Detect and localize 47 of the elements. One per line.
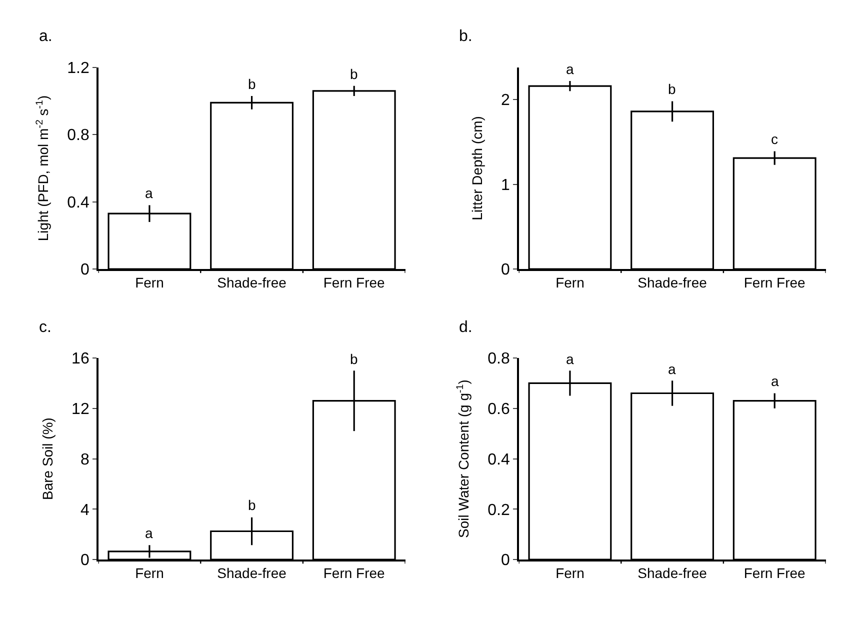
annotation: b xyxy=(350,66,358,82)
y-tick-label: 8 xyxy=(80,451,90,468)
y-tick-label: 16 xyxy=(72,350,90,368)
annotation: b xyxy=(248,76,256,92)
annotation: a xyxy=(566,351,574,367)
y-tick-label: 0 xyxy=(500,262,510,279)
y-tick-label: 0.4 xyxy=(488,451,510,468)
y-tick-label: 1.2 xyxy=(67,60,90,78)
annotation: a xyxy=(145,525,153,541)
chart-title: d. xyxy=(459,319,472,336)
x-tick-label: Fern Free xyxy=(323,274,386,291)
y-tick-label: 2 xyxy=(500,92,510,110)
x-tick-label: Fern xyxy=(556,565,584,582)
y-tick-label: 0 xyxy=(80,552,90,570)
annotation: b xyxy=(248,497,256,513)
annotation: a xyxy=(566,61,574,77)
x-tick-label: Fern Free xyxy=(323,565,386,582)
y-tick-label: 0.8 xyxy=(488,350,510,368)
y-tick-label: 1 xyxy=(500,176,510,194)
annotation: b xyxy=(668,81,676,97)
y-tick-label: 12 xyxy=(72,400,90,418)
y-tick-label: 0 xyxy=(80,262,90,279)
chart-title: a. xyxy=(39,28,52,45)
chart-title: b. xyxy=(459,28,472,45)
annotation: a xyxy=(145,185,153,201)
x-tick-label: Fern Free xyxy=(744,274,806,291)
y-tick-label: 0.8 xyxy=(67,127,90,144)
x-tick-label: Shade-free xyxy=(217,274,287,291)
annotation: a xyxy=(668,361,676,377)
x-tick-label: Fern xyxy=(135,274,164,291)
y-axis-title: Bare Soil (%) xyxy=(40,418,56,500)
x-tick-label: Fern xyxy=(135,565,164,582)
x-tick-label: Shade-free xyxy=(638,274,708,291)
y-tick-label: 0.2 xyxy=(488,502,510,519)
x-tick-label: Shade-free xyxy=(638,565,708,582)
y-tick-label: 0.4 xyxy=(67,194,90,212)
x-tick-label: Shade-free xyxy=(217,565,287,582)
x-tick-label: Fern Free xyxy=(744,565,806,582)
annotation: b xyxy=(350,351,358,367)
chart-title: c. xyxy=(39,319,52,336)
y-tick-label: 4 xyxy=(80,502,90,519)
x-tick-label: Fern xyxy=(556,274,584,291)
annotation: a xyxy=(771,373,779,389)
y-tick-label: 0 xyxy=(500,552,510,570)
annotation: c xyxy=(771,131,778,147)
y-tick-label: 0.6 xyxy=(488,400,510,418)
y-axis-title: Litter Depth (cm) xyxy=(469,116,486,220)
